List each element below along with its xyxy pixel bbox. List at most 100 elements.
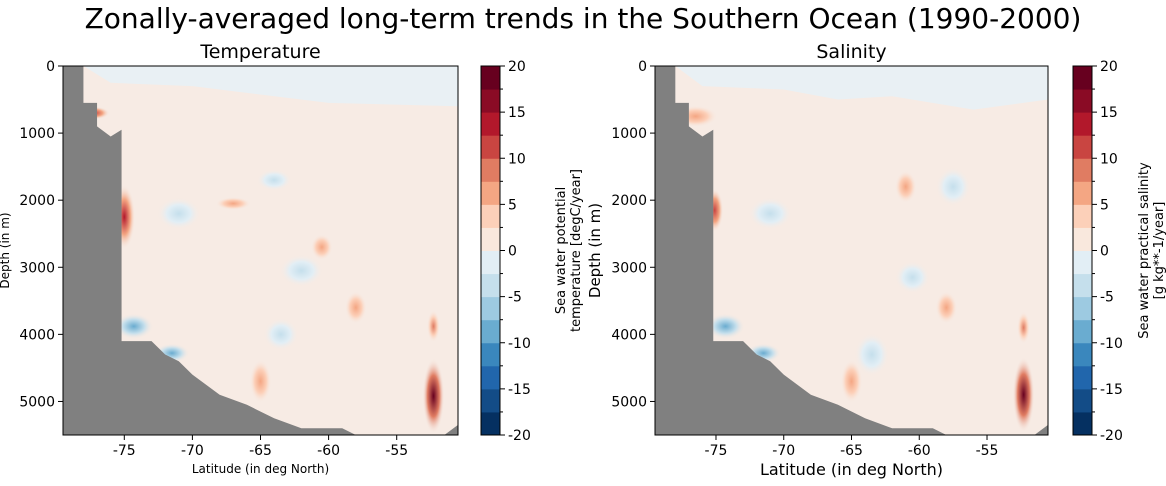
x-tick-label: -75 bbox=[113, 443, 136, 459]
colorbar-label-line: [g kg**-1/year] bbox=[1152, 202, 1166, 300]
trend-feature bbox=[895, 261, 930, 294]
x-tick-label: -55 bbox=[385, 443, 408, 459]
y-tick-label: 2000 bbox=[611, 193, 647, 209]
colorbar-tick-label: -5 bbox=[1100, 290, 1114, 306]
x-tick-label: -75 bbox=[705, 443, 728, 459]
colorbar-tick-label: 10 bbox=[508, 151, 526, 167]
x-tick-label: -60 bbox=[908, 443, 931, 459]
colorbar-tick-label: -10 bbox=[508, 336, 531, 352]
x-axis-label: Latitude (in deg North) bbox=[192, 462, 329, 476]
colorbar-segment bbox=[1073, 273, 1092, 298]
colorbar-segment bbox=[1073, 342, 1092, 367]
trend-feature bbox=[705, 313, 745, 340]
trend-feature bbox=[156, 197, 201, 230]
colorbar-tick-label: 0 bbox=[1100, 244, 1109, 260]
y-axis-label: Depth (in m) bbox=[586, 203, 604, 298]
colorbar-segment bbox=[481, 365, 500, 390]
trend-feature bbox=[840, 359, 863, 403]
colorbar-label-line: Sea water practical salinity bbox=[1137, 162, 1152, 339]
x-tick-label: -65 bbox=[249, 443, 272, 459]
plot-area bbox=[63, 66, 458, 435]
trend-feature bbox=[114, 313, 154, 340]
y-tick-label: 5000 bbox=[19, 394, 55, 410]
colorbar-segment bbox=[1073, 411, 1092, 436]
colorbar-tick-label: 5 bbox=[1100, 197, 1109, 213]
y-axis-label: Depth (in m) bbox=[0, 212, 12, 288]
colorbar: 20 15 10 5 0 -5 -10 -15 -20 Sea water potentialte… bbox=[480, 59, 584, 444]
colorbar-segment bbox=[1073, 319, 1092, 344]
colorbar-tick-label: 5 bbox=[508, 197, 517, 213]
plot-area bbox=[655, 66, 1048, 435]
colorbar-segment bbox=[481, 158, 500, 182]
colorbar-segment bbox=[1073, 204, 1092, 228]
colorbar-tick-label: -5 bbox=[508, 290, 522, 306]
colorbar-tick-label: -10 bbox=[1100, 336, 1123, 352]
trend-feature bbox=[935, 291, 958, 324]
x-tick-label: -70 bbox=[772, 443, 795, 459]
colorbar-segment bbox=[481, 342, 500, 367]
trend-feature bbox=[426, 310, 441, 343]
colorbar-label-line: Sea water potential bbox=[554, 187, 569, 314]
colorbar-segment bbox=[481, 135, 500, 159]
colorbar-tick-label: 20 bbox=[508, 59, 526, 75]
y-tick-label: 3000 bbox=[19, 260, 55, 276]
colorbar-segment bbox=[1073, 365, 1092, 390]
near-zero-region bbox=[83, 66, 458, 107]
trend-feature bbox=[894, 170, 917, 203]
panel-salinity: Salinity-75 -70 -65 -60 -5501000200030004000… bbox=[586, 41, 1166, 479]
panel-temperature: Temperature-75 -70 -65 -60 -5501000200030004… bbox=[0, 41, 584, 476]
colorbar-segment bbox=[1073, 66, 1092, 90]
x-tick-label: -65 bbox=[840, 443, 863, 459]
colorbar-tick-label: -15 bbox=[508, 382, 531, 398]
trend-feature bbox=[256, 169, 292, 191]
y-tick-label: 1000 bbox=[611, 126, 647, 142]
panel-title: Salinity bbox=[816, 41, 886, 63]
y-tick-label: 1000 bbox=[19, 126, 55, 142]
trend-feature bbox=[279, 254, 324, 287]
colorbar-tick-label: 0 bbox=[508, 244, 517, 260]
trend-feature bbox=[935, 167, 971, 207]
colorbar-segment bbox=[481, 66, 500, 90]
y-tick-label: 2000 bbox=[19, 193, 55, 209]
land-mask bbox=[63, 66, 356, 435]
land-mask bbox=[655, 66, 947, 435]
colorbar-tick-label: -15 bbox=[1100, 382, 1123, 398]
y-tick-label: 4000 bbox=[611, 327, 647, 343]
panel-title: Temperature bbox=[199, 41, 320, 63]
colorbar-segment bbox=[481, 181, 500, 205]
colorbar-segment bbox=[481, 227, 500, 251]
colorbar-segment bbox=[1073, 89, 1092, 113]
colorbar-segment bbox=[481, 112, 500, 136]
colorbar-segment bbox=[1073, 296, 1092, 321]
y-tick-label: 0 bbox=[638, 59, 647, 75]
colorbar-label-line: temperature [degC/year] bbox=[569, 169, 584, 332]
colorbar-segment bbox=[481, 89, 500, 113]
colorbar-segment bbox=[1073, 250, 1092, 275]
trend-feature bbox=[215, 197, 251, 210]
figure-suptitle: Zonally-averaged long-term trends in the… bbox=[85, 2, 1082, 35]
trend-feature bbox=[344, 291, 367, 324]
colorbar-segment bbox=[481, 296, 500, 321]
land-mask-right bbox=[1034, 424, 1048, 435]
colorbar-segment bbox=[481, 388, 500, 413]
colorbar-segment bbox=[1073, 158, 1092, 182]
trend-feature bbox=[854, 333, 890, 376]
trend-feature bbox=[748, 197, 792, 230]
y-tick-label: 3000 bbox=[611, 260, 647, 276]
colorbar-segment bbox=[1073, 112, 1092, 136]
trend-feature bbox=[422, 358, 445, 434]
colorbar-label: Sea water practical salinity[g kg**-1/ye… bbox=[1137, 162, 1166, 339]
colorbar-segment bbox=[481, 319, 500, 344]
trend-feature bbox=[249, 359, 272, 403]
colorbar-tick-label: 20 bbox=[1100, 59, 1118, 75]
colorbar-label: Sea water potentialtemperature [degC/yea… bbox=[554, 169, 584, 332]
colorbar-tick-label: -20 bbox=[1100, 428, 1123, 444]
colorbar-tick-label: 15 bbox=[508, 105, 526, 121]
land-mask-right bbox=[444, 424, 458, 435]
colorbar-segment bbox=[481, 250, 500, 275]
x-tick-label: -55 bbox=[976, 443, 999, 459]
colorbar-tick-label: 15 bbox=[1100, 105, 1118, 121]
x-tick-label: -70 bbox=[181, 443, 204, 459]
colorbar-tick-label: -20 bbox=[508, 428, 531, 444]
